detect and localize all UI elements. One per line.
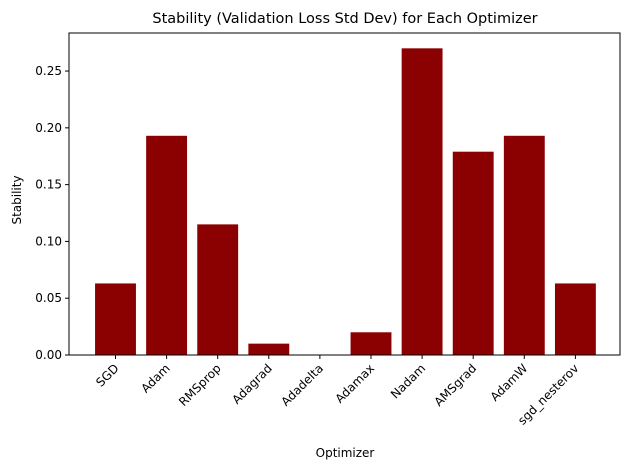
bar-rmsprop [197,224,239,355]
y-axis: 0.00 0.05 0.10 0.15 0.20 0.25 [35,64,69,362]
plot-frame [68,32,621,356]
x-tick-label: AMSgrad [431,361,479,409]
bar-adagrad [248,343,290,355]
bar-nadam [401,48,443,355]
bar-adam [146,135,188,355]
bar-amsgrad [452,151,494,355]
x-tick-label: SGD [93,361,121,389]
x-tick-label: Adadelta [278,361,326,409]
bar-adamw [503,135,545,355]
x-tick-label: Nadam [388,361,428,401]
y-axis-title: Stability [10,175,24,224]
x-axis: SGD Adam RMSprop Adagrad Adadelta Adamax Nadam… [93,355,582,428]
x-tick-label: AdamW [488,361,531,404]
x-axis-title: Optimizer [316,446,375,460]
y-tick-label: 0.00 [35,348,62,362]
y-tick-label: 0.25 [35,64,62,78]
y-tick-label: 0.10 [35,234,62,248]
bar-sgd-nesterov [554,283,596,355]
y-tick-label: 0.15 [35,178,62,192]
x-tick-label: Adamax [332,361,377,406]
x-tick-label: Adagrad [229,361,275,407]
x-tick-label: RMSprop [176,361,224,409]
bar-sgd [95,283,136,355]
x-tick-label: Adam [138,361,172,395]
chart-title: Stability (Validation Loss Std Dev) for … [152,11,537,27]
bar-adamax [350,332,392,355]
y-tick-label: 0.20 [35,121,62,135]
bars-group [95,48,596,355]
y-tick-label: 0.05 [35,291,62,305]
